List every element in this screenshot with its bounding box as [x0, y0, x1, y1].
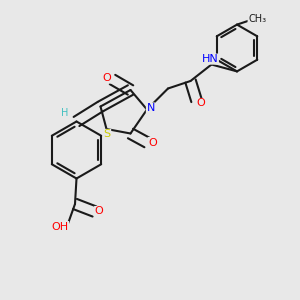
Text: H: H [61, 107, 68, 118]
Text: HN: HN [202, 54, 218, 64]
Text: O: O [148, 137, 157, 148]
Text: O: O [103, 73, 112, 83]
Text: O: O [94, 206, 103, 217]
Text: OH: OH [51, 221, 69, 232]
Text: O: O [196, 98, 206, 109]
Text: N: N [146, 103, 155, 113]
Text: CH₃: CH₃ [248, 14, 266, 24]
Text: S: S [103, 129, 111, 140]
